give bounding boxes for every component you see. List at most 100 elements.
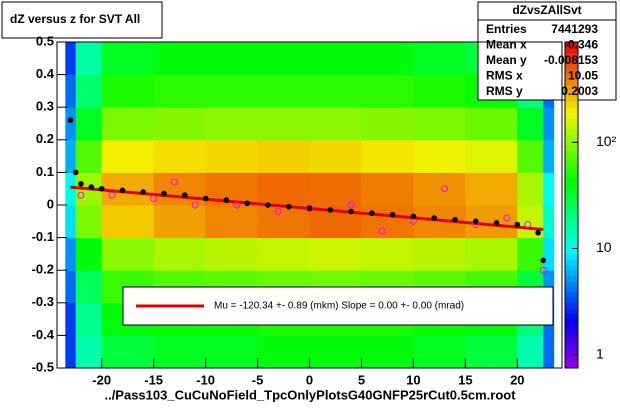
y-tick-label: 0.3 <box>36 99 54 114</box>
stats-box <box>477 1 617 101</box>
z-tick-label: 10 <box>596 239 612 255</box>
colorbar-swatch <box>565 340 578 347</box>
profile-point <box>265 202 271 208</box>
colorbar-swatch <box>565 128 578 135</box>
heatmap-cell <box>361 74 414 108</box>
circle-marker <box>191 201 199 209</box>
heatmap-cell <box>543 237 555 271</box>
colorbar-swatch <box>565 58 578 65</box>
profile-point <box>540 257 547 264</box>
heatmap-cell <box>413 335 466 369</box>
heatmap-cell <box>65 107 77 141</box>
profile-point <box>306 205 313 212</box>
colorbar-swatch <box>565 145 578 152</box>
colorbar-swatch <box>565 313 578 320</box>
colorbar-swatch <box>565 275 578 282</box>
heatmap-cell <box>361 335 414 369</box>
colorbar-swatch <box>565 205 578 211</box>
heatmap-cell <box>361 172 414 206</box>
heatmap-cell <box>101 205 155 239</box>
colorbar-swatch <box>565 264 578 271</box>
profile-point <box>88 184 95 190</box>
colorbar-swatch <box>565 210 578 217</box>
title-box <box>1 1 163 39</box>
heatmap-cell <box>153 335 207 369</box>
heatmap-cell <box>361 107 414 141</box>
heatmap-cell <box>465 335 518 369</box>
colorbar-swatch <box>565 183 578 190</box>
stats-label: Mean x <box>486 38 527 52</box>
colorbar-swatch <box>565 90 578 97</box>
heatmap-cell <box>309 74 362 108</box>
heatmap-cell <box>361 237 414 271</box>
heatmap-cell <box>75 42 103 76</box>
heatmap-cell <box>543 107 555 141</box>
frame <box>56 41 563 369</box>
colorbar-swatch <box>565 324 578 331</box>
heatmap-cell <box>543 335 555 369</box>
colorbar-swatch <box>565 85 578 92</box>
heatmap-cell <box>101 107 155 141</box>
heatmap-cell <box>65 205 77 239</box>
heatmap-cell <box>413 172 466 206</box>
heatmap-cell <box>257 74 310 108</box>
heatmap-cell <box>153 237 207 271</box>
x-tick-label: 15 <box>458 372 472 387</box>
z-tick-label: 10² <box>596 133 617 149</box>
profile-point <box>514 221 521 228</box>
colorbar-swatch <box>565 308 578 315</box>
profile-point <box>67 117 74 124</box>
heatmap-cell <box>205 107 259 141</box>
profile-point <box>140 189 147 195</box>
colorbar-swatch <box>565 270 578 277</box>
colorbar-swatch <box>565 215 578 222</box>
profile-point <box>98 185 105 192</box>
heatmap-cell <box>413 42 466 76</box>
circle-marker <box>233 201 241 209</box>
stats-value: 7441293 <box>551 22 598 36</box>
heatmap-cell <box>309 139 362 173</box>
colorbar-swatch <box>565 63 578 70</box>
profile-point <box>161 190 167 197</box>
y-tick-label: 0.2 <box>36 131 54 146</box>
circle-marker <box>539 266 547 274</box>
heatmap-cell <box>361 205 414 239</box>
y-tick-label: 0.5 <box>36 33 54 48</box>
heatmap-cell <box>153 74 207 108</box>
heatmap-cell <box>205 205 259 239</box>
profile-point <box>244 200 250 207</box>
colorbar-frame <box>564 41 579 369</box>
stats-label: RMS x <box>486 69 523 83</box>
colorbar-swatch <box>565 286 578 293</box>
heatmap-cell <box>517 172 544 206</box>
colorbar-swatch <box>565 107 578 114</box>
heatmap-cell <box>465 107 518 141</box>
heatmap-cell <box>257 237 310 271</box>
stats-label: Mean y <box>486 53 527 67</box>
heatmap-cell <box>75 107 103 141</box>
colorbar-swatch <box>565 291 578 298</box>
heatmap-cell <box>205 74 259 108</box>
colorbar-swatch <box>565 199 578 206</box>
heatmap-cell <box>465 237 518 271</box>
heatmap-cell <box>101 335 155 369</box>
heatmap-cell <box>257 139 310 173</box>
profile-point <box>327 207 334 213</box>
colorbar-swatch <box>565 47 578 54</box>
heatmap-cell <box>75 74 103 108</box>
heatmap-cell <box>517 237 544 271</box>
circle-marker <box>170 178 178 186</box>
heatmap-cell <box>101 42 155 76</box>
y-tick-label: -0.1 <box>32 229 54 244</box>
y-tick-label: 0.1 <box>36 164 54 179</box>
profile-point <box>182 192 188 199</box>
heatmap-cell <box>517 335 544 369</box>
profile-point <box>493 220 500 226</box>
heatmap-cell <box>257 335 310 369</box>
stats-title: dZvsZAllSvt <box>512 3 581 17</box>
z-tick-label: 1 <box>596 345 604 361</box>
colorbar-swatch <box>565 297 578 304</box>
heatmap-cell <box>65 335 77 369</box>
profile-point <box>389 211 396 218</box>
